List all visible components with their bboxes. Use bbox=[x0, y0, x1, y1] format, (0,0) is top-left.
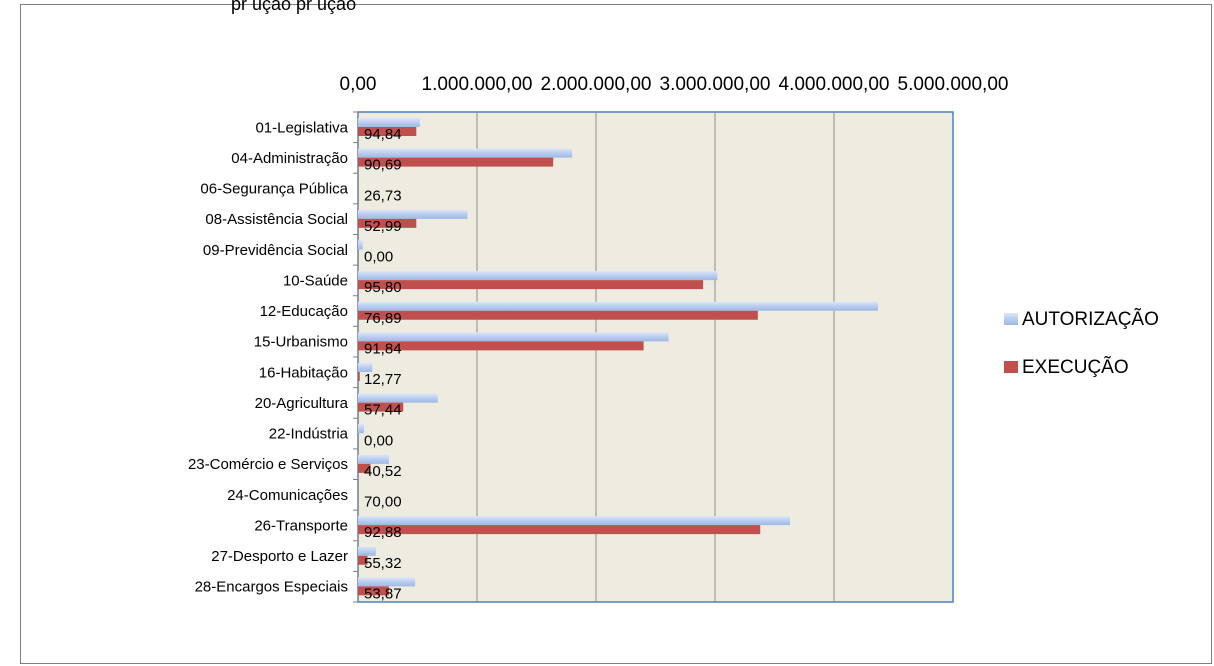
data-label: 26,73 bbox=[364, 187, 402, 204]
bar-autorizacao bbox=[358, 577, 416, 587]
bar-autorizacao bbox=[358, 424, 364, 434]
category-label: 01-Legislativa bbox=[255, 119, 348, 136]
chart-title-partial: pr ução pr ução bbox=[231, 0, 357, 14]
bar-autorizacao bbox=[358, 301, 879, 311]
bar-execucao bbox=[358, 586, 389, 596]
bar-execucao bbox=[358, 402, 404, 412]
data-label: 53,87 bbox=[364, 585, 402, 602]
legend-label-execucao: EXECUÇÃO bbox=[1022, 356, 1129, 378]
category-label: 08-Assistência Social bbox=[205, 211, 348, 228]
bar-autorizacao bbox=[358, 393, 438, 403]
category-label: 12-Educação bbox=[260, 303, 348, 320]
chart-frame: pr ução pr ução 0,00 1.000.000,00 2.000.00… bbox=[20, 0, 1212, 664]
data-label: 12,77 bbox=[364, 371, 402, 388]
x-tick-label: 5.000.000,00 bbox=[898, 74, 1009, 95]
category-label: 24-Comunicações bbox=[227, 487, 348, 504]
category-label: 20-Agricultura bbox=[255, 395, 349, 412]
data-label: 95,80 bbox=[364, 279, 402, 296]
category-label: 26-Transporte bbox=[254, 517, 348, 534]
x-tick-label: 3.000.000,00 bbox=[660, 74, 771, 95]
bar-autorizacao bbox=[358, 118, 420, 127]
bar-execucao bbox=[358, 280, 704, 290]
bar-execucao bbox=[358, 372, 360, 381]
bar-execucao bbox=[358, 157, 554, 167]
bar-autorizacao bbox=[358, 148, 573, 158]
data-label: 70,00 bbox=[364, 494, 402, 511]
category-label: 06-Segurança Pública bbox=[200, 181, 348, 198]
x-tick-label: 1.000.000,00 bbox=[422, 74, 533, 95]
bar-autorizacao bbox=[358, 209, 468, 219]
data-label: 91,84 bbox=[364, 340, 402, 357]
bar-execucao bbox=[358, 127, 417, 136]
category-label: 27-Desporto e Lazer bbox=[211, 548, 348, 565]
data-label: 40,52 bbox=[364, 463, 402, 480]
category-label: 10-Saúde bbox=[283, 272, 348, 289]
bar-autorizacao bbox=[358, 516, 790, 526]
category-label: 09-Previdência Social bbox=[203, 242, 348, 259]
legend-label-autorizacao: AUTORIZAÇÃO bbox=[1022, 308, 1159, 330]
bar-autorizacao bbox=[358, 363, 373, 372]
x-tick-label: 2.000.000,00 bbox=[541, 74, 652, 95]
category-label: 15-Urbanismo bbox=[254, 334, 348, 351]
bar-execucao bbox=[358, 310, 758, 320]
bar-chart: 0,00 1.000.000,00 2.000.000,00 3.000.000,00… bbox=[188, 74, 1159, 603]
x-tick-label: 4.000.000,00 bbox=[779, 74, 890, 95]
legend-swatch-execucao bbox=[1004, 361, 1018, 373]
data-label: 0,00 bbox=[364, 432, 393, 449]
bar-autorizacao bbox=[358, 332, 669, 342]
data-label: 52,99 bbox=[364, 218, 402, 235]
bar-autorizacao bbox=[358, 271, 718, 281]
bar-execucao bbox=[358, 218, 417, 228]
data-label: 55,32 bbox=[364, 555, 402, 572]
category-label: 28-Encargos Especiais bbox=[195, 579, 348, 596]
category-label: 16-Habitação bbox=[259, 364, 348, 381]
data-label: 94,84 bbox=[364, 126, 402, 143]
data-label: 57,44 bbox=[364, 402, 402, 419]
x-tick-label: 0,00 bbox=[340, 74, 377, 95]
bar-execucao bbox=[358, 525, 761, 535]
bar-execucao bbox=[358, 463, 371, 473]
bar-autorizacao bbox=[358, 546, 376, 556]
bar-autorizacao bbox=[358, 240, 363, 250]
legend-swatch-autorizacao bbox=[1004, 313, 1018, 325]
bar-execucao bbox=[358, 341, 644, 351]
bar-autorizacao bbox=[358, 454, 389, 464]
bar-execucao bbox=[358, 555, 368, 565]
data-label: 76,89 bbox=[364, 310, 402, 327]
category-label: 23-Comércio e Serviços bbox=[188, 456, 348, 473]
category-label: 22-Indústria bbox=[269, 426, 349, 443]
data-label: 90,69 bbox=[364, 157, 402, 174]
data-label: 92,88 bbox=[364, 524, 402, 541]
category-label: 04-Administração bbox=[231, 150, 348, 167]
data-label: 0,00 bbox=[364, 249, 393, 266]
